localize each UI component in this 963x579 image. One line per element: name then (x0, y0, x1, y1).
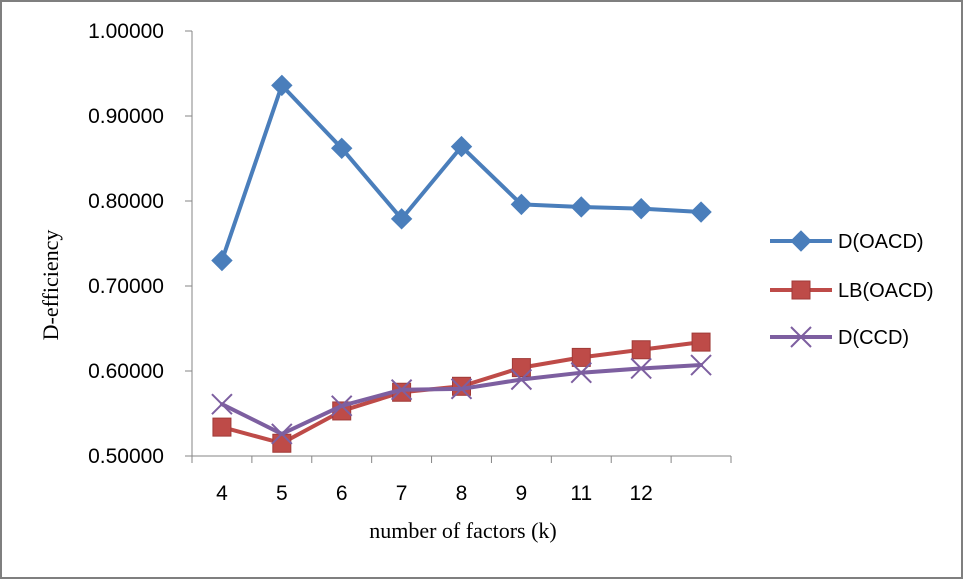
data-point (331, 395, 353, 417)
data-point (630, 197, 652, 220)
data-point (390, 378, 413, 401)
data-point (450, 135, 473, 158)
data-point (691, 332, 711, 352)
y-tick-label: 0.90000 (88, 105, 164, 128)
legend-marker (790, 230, 812, 252)
data-point (690, 354, 712, 376)
data-point (331, 137, 353, 160)
data-point (450, 378, 473, 400)
x-tick-label: 5 (276, 482, 288, 505)
legend-marker (791, 280, 811, 300)
series-2 (212, 332, 711, 453)
data-point (272, 433, 292, 453)
data-point (211, 249, 233, 272)
data-point (571, 347, 591, 367)
x-tick-labels: 4 5 6 7 8 9 11 12 (216, 482, 653, 505)
series-3 (211, 354, 712, 445)
y-tick-label: 0.70000 (88, 275, 164, 298)
series-line (219, 83, 704, 263)
data-point (271, 74, 293, 97)
x-axis-title: number of factors (k) (369, 518, 557, 543)
data-point (510, 368, 533, 391)
legend-marker (790, 326, 812, 348)
y-tick-label: 0.80000 (88, 190, 164, 213)
x-tick-label: 12 (629, 482, 652, 505)
data-point (570, 361, 592, 384)
y-tick-labels: 0.50000 0.60000 0.70000 0.80000 0.90000 1.000… (88, 20, 164, 468)
data-point (212, 417, 232, 437)
x-tick-label: 11 (570, 482, 592, 505)
x-tick-label: 4 (216, 482, 228, 505)
series-line (219, 363, 704, 436)
data-point (631, 340, 651, 360)
axes (185, 30, 732, 463)
data-point (390, 208, 413, 230)
data-point (630, 357, 652, 380)
data-point (271, 423, 293, 445)
x-tick-label: 7 (396, 482, 408, 505)
data-point (211, 393, 233, 415)
legend-label: D(CCD) (838, 327, 909, 349)
legend: D(OACD) LB(OACD) D(CCD) (770, 230, 934, 349)
legend-label: D(OACD) (838, 231, 924, 253)
data-point (510, 193, 533, 216)
legend-item: D(CCD) (770, 326, 909, 349)
y-tick-label: 1.00000 (88, 20, 164, 43)
legend-label: LB(OACD) (838, 280, 934, 302)
series-1 (211, 74, 712, 272)
series-group (211, 74, 712, 453)
x-tick-label: 8 (456, 482, 468, 505)
data-point (570, 196, 592, 218)
x-tick-label: 9 (516, 482, 528, 505)
data-point (690, 201, 712, 223)
legend-item: LB(OACD) (770, 280, 934, 302)
legend-item: D(OACD) (770, 230, 924, 253)
y-tick-label: 0.50000 (88, 445, 164, 468)
y-tick-label: 0.60000 (88, 360, 164, 383)
y-axis-title: D-efficiency (38, 230, 63, 341)
x-tick-label: 6 (336, 482, 348, 505)
data-point (511, 358, 531, 378)
